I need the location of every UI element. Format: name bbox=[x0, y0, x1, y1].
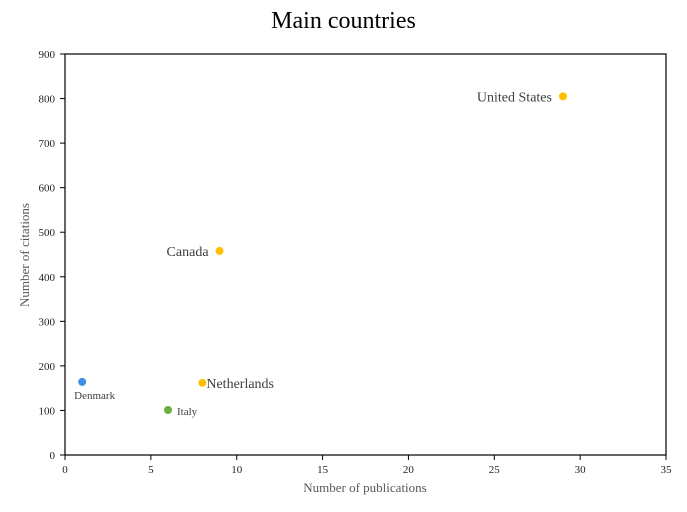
plot-frame bbox=[64, 53, 667, 456]
point-marker bbox=[78, 377, 87, 386]
x-tick-label: 15 bbox=[317, 464, 329, 476]
point-label: Italy bbox=[177, 406, 198, 418]
x-tick-label: 20 bbox=[403, 464, 415, 476]
x-tick-label: 0 bbox=[62, 464, 68, 476]
point-label: United States bbox=[477, 90, 552, 105]
data-point: Netherlands bbox=[198, 377, 274, 392]
y-tick-label: 900 bbox=[39, 49, 56, 61]
x-tick-label: 5 bbox=[148, 464, 154, 476]
axes: 0 5 10 15 20 25 30 35 0 100 200 300 400 500 600 700 800 9… bbox=[39, 49, 673, 476]
point-marker bbox=[558, 92, 567, 101]
y-tick-label: 100 bbox=[39, 405, 56, 417]
y-tick-label: 200 bbox=[39, 361, 56, 373]
y-tick-label: 400 bbox=[39, 272, 56, 284]
y-axis-label: Number of citations bbox=[17, 203, 32, 307]
x-axis-label: Number of publications bbox=[303, 480, 426, 495]
y-tick-label: 800 bbox=[39, 94, 56, 106]
point-label: Canada bbox=[167, 245, 210, 260]
x-tick-label: 25 bbox=[489, 464, 501, 476]
point-label: Netherlands bbox=[206, 377, 274, 392]
y-tick-label: 300 bbox=[39, 316, 56, 328]
y-tick-label: 0 bbox=[50, 450, 56, 462]
x-tick-label: 35 bbox=[661, 464, 673, 476]
point-marker bbox=[164, 405, 173, 414]
point-marker bbox=[198, 378, 207, 387]
x-tick-label: 10 bbox=[231, 464, 243, 476]
point-label: Denmark bbox=[74, 390, 115, 402]
data-point: Italy bbox=[164, 405, 198, 418]
data-point: United States bbox=[477, 90, 567, 105]
y-tick-label: 500 bbox=[39, 227, 56, 239]
y-tick-label: 600 bbox=[39, 183, 56, 195]
y-tick-label: 700 bbox=[39, 138, 56, 150]
data-point: Canada bbox=[167, 245, 224, 260]
point-marker bbox=[215, 246, 224, 255]
x-tick-label: 30 bbox=[575, 464, 587, 476]
data-point: Denmark bbox=[74, 377, 116, 402]
data-points: United States Canada Netherlands Denmark Ita… bbox=[74, 90, 567, 418]
chart-title: Main countries bbox=[271, 8, 416, 34]
